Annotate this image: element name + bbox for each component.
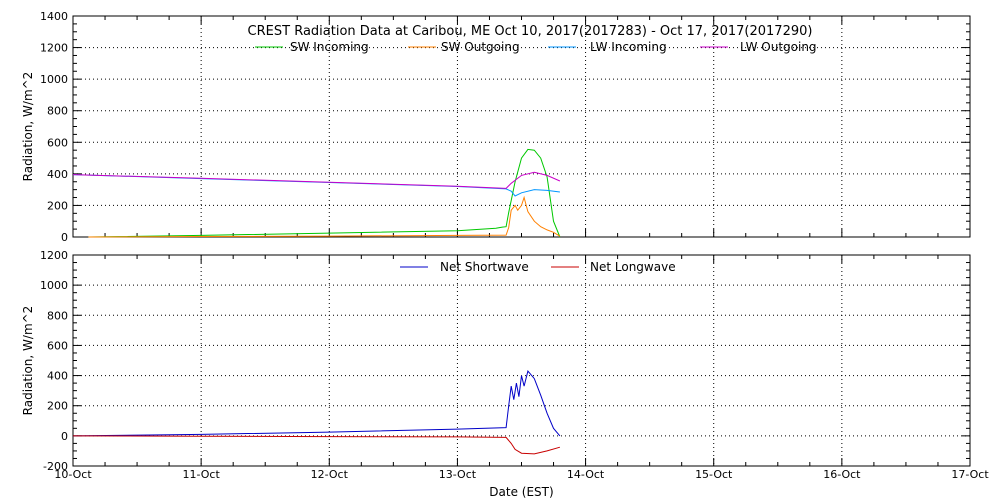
y-axis-label: Radiation, W/m^2 [21, 306, 35, 416]
y-tick-label: 800 [47, 105, 68, 118]
y-tick-label: 400 [47, 168, 68, 181]
x-tick-label: 14-Oct [567, 468, 605, 481]
panel-1: 0 200 400 600 800 1000 1200 1400 Radiation, W/m^… [21, 10, 971, 244]
chart-title: CREST Radiation Data at Caribou, ME Oct … [248, 24, 813, 39]
legend-label: SW Outgoing [441, 40, 520, 54]
series-line-lw-incoming [72, 174, 560, 197]
x-tick-label: 13-Oct [439, 468, 477, 481]
y-tick-label: 800 [47, 309, 68, 322]
y-tick-label: 1000 [40, 279, 68, 292]
x-tick-label: 12-Oct [311, 468, 349, 481]
y-tick-label: 0 [61, 231, 68, 244]
series-line-lw-outgoing [72, 171, 561, 189]
x-tick-label: 16-Oct [823, 468, 861, 481]
legend-label: Net Longwave [590, 260, 676, 274]
y-tick-label: 400 [47, 370, 68, 383]
y-tick-label: -200 [43, 460, 68, 473]
y-tick-label: 1200 [40, 42, 68, 55]
plot-frame [72, 15, 971, 238]
y-tick-label: 600 [47, 339, 68, 352]
x-tick-label: 17-Oct [951, 468, 989, 481]
series-line-net-longwave [72, 435, 561, 455]
plot-frame [72, 254, 971, 467]
y-tick-label: 1400 [40, 10, 68, 23]
x-axis-label: Date (EST) [489, 485, 553, 499]
x-tick-label: 15-Oct [695, 468, 733, 481]
panel-2: -200 0 200 400 600 800 1000 1200 Radiation, W/m^… [21, 249, 989, 499]
x-tick-label: 11-Oct [182, 468, 220, 481]
series-line-net-shortwave [72, 370, 561, 437]
y-tick-label: 200 [47, 400, 68, 413]
y-tick-label: 200 [47, 199, 68, 212]
series-line-sw-incoming [88, 148, 561, 238]
y-tick-label: 1200 [40, 249, 68, 262]
y-tick-label: 0 [61, 430, 68, 443]
y-tick-label: 600 [47, 136, 68, 149]
legend-label: Net Shortwave [440, 260, 529, 274]
legend-label: LW Incoming [590, 40, 667, 54]
series-line-sw-outgoing [88, 195, 561, 238]
y-tick-label: 1000 [40, 73, 68, 86]
x-tick-label: 10-Oct [54, 468, 92, 481]
y-axis-label: Radiation, W/m^2 [21, 72, 35, 182]
legend-label: SW Incoming [290, 40, 369, 54]
legend-label: LW Outgoing [740, 40, 817, 54]
